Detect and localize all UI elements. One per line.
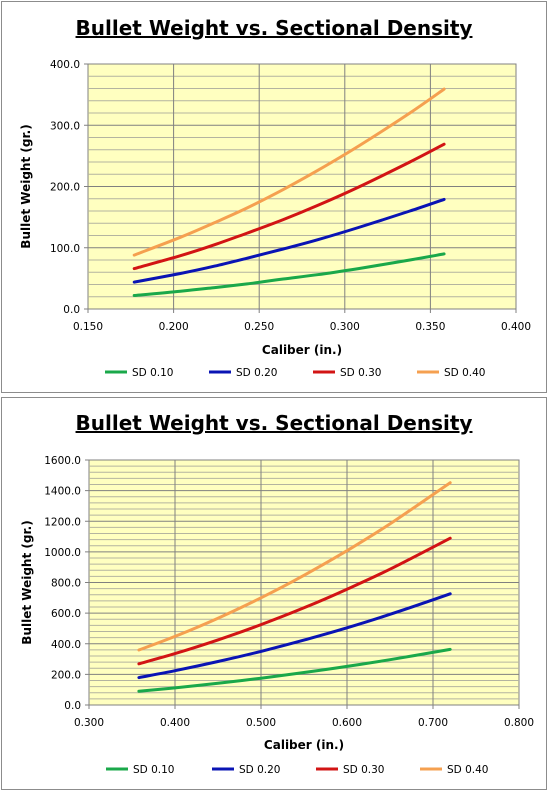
y-tick-label: 1000.0	[44, 547, 81, 559]
x-tick-label: 0.400	[501, 321, 531, 333]
legend-label-sd-0-10: SD 0.10	[132, 367, 173, 379]
legend-label-sd-0-20: SD 0.20	[239, 764, 280, 776]
series-line-sd-0-40	[132, 87, 446, 257]
y-tick-label: 100.0	[50, 243, 80, 255]
y-tick-label: 800.0	[51, 578, 81, 590]
y-axis-title: Bullet Weight (gr.)	[19, 124, 33, 248]
x-tick-label: 0.700	[418, 717, 448, 729]
chart-svg-top: Bullet Weight vs. Sectional Density 0.0 10…	[19, 16, 531, 379]
y-tick-label: 400.0	[51, 639, 81, 651]
legend-label-sd-0-30: SD 0.30	[343, 764, 384, 776]
y-tick-label: 200.0	[50, 182, 80, 194]
chart-panel-bottom: Bullet Weight vs. Sectional Density 0.0 20…	[1, 397, 547, 790]
x-axis-title: Caliber (in.)	[264, 738, 344, 752]
series-line-sd-0-10	[132, 252, 446, 297]
series-line-sd-0-40	[137, 481, 452, 652]
x-tick-label: 0.300	[74, 717, 104, 729]
legend-label-sd-0-40: SD 0.40	[444, 367, 485, 379]
chart-title: Bullet Weight vs. Sectional Density	[76, 411, 473, 435]
chart-title: Bullet Weight vs. Sectional Density	[76, 16, 473, 40]
y-tick-label: 600.0	[51, 608, 81, 620]
x-tick-label: 0.150	[73, 321, 103, 333]
x-tick-label: 0.400	[160, 717, 190, 729]
y-tick-label: 0.0	[64, 700, 81, 712]
y-tick-label: 1400.0	[44, 486, 81, 498]
legend-label-sd-0-20: SD 0.20	[236, 367, 277, 379]
x-axis-title: Caliber (in.)	[262, 343, 342, 357]
series-line-sd-0-30	[132, 142, 446, 271]
y-tick-label: 400.0	[50, 59, 80, 71]
x-tick-label: 0.350	[415, 321, 445, 333]
y-tick-label: 0.0	[63, 304, 80, 316]
chart-panel-top: Bullet Weight vs. Sectional Density 0.0 10…	[1, 1, 547, 393]
legend-label-sd-0-10: SD 0.10	[133, 764, 174, 776]
series-line-sd-0-30	[137, 536, 452, 666]
y-tick-label: 1200.0	[44, 516, 81, 528]
y-tick-label: 1600.0	[44, 455, 81, 467]
x-tick-label: 0.200	[159, 321, 189, 333]
x-tick-label: 0.600	[332, 717, 362, 729]
chart-svg-bottom: Bullet Weight vs. Sectional Density 0.0 20…	[20, 411, 534, 776]
series-line-sd-0-20	[132, 197, 446, 284]
x-tick-label: 0.500	[246, 717, 276, 729]
y-tick-label: 200.0	[51, 669, 81, 681]
legend-label-sd-0-40: SD 0.40	[447, 764, 488, 776]
y-tick-label: 300.0	[50, 120, 80, 132]
series-line-sd-0-10	[137, 647, 452, 693]
legend-label-sd-0-30: SD 0.30	[340, 367, 381, 379]
x-tick-label: 0.300	[330, 321, 360, 333]
y-axis-title: Bullet Weight (gr.)	[20, 520, 34, 644]
x-tick-label: 0.800	[504, 717, 534, 729]
series-line-sd-0-20	[137, 592, 452, 680]
x-tick-label: 0.250	[244, 321, 274, 333]
